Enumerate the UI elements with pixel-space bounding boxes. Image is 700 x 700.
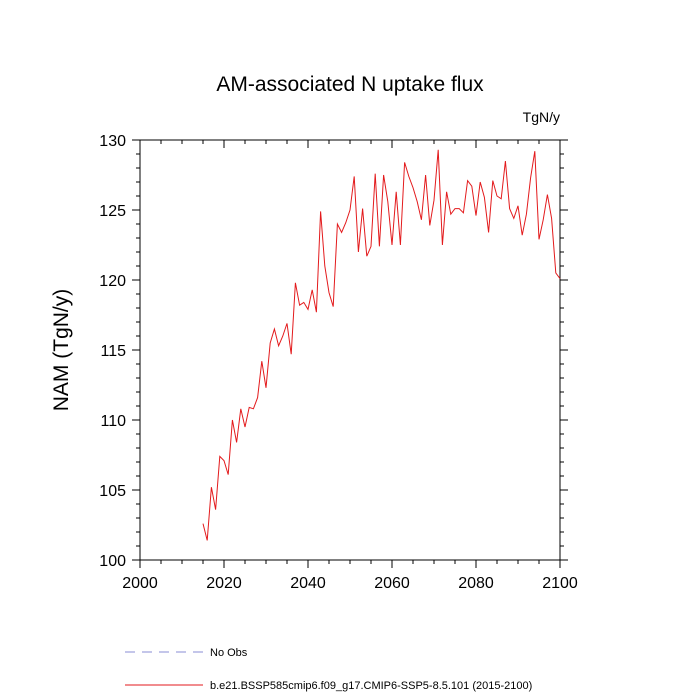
x-tick-label: 2000 — [122, 575, 158, 592]
x-tick-label: 2020 — [206, 575, 242, 592]
y-tick-labels: 100 105 110 115 120 125 130 — [99, 133, 126, 570]
legend: No Obs b.e21.BSSP585cmip6.f09_g17.CMIP6-S… — [125, 647, 532, 692]
y-tick-label: 115 — [100, 343, 126, 360]
y-tick-label: 120 — [99, 273, 126, 290]
y-tick-label: 125 — [99, 203, 126, 220]
x-tick-label: 2080 — [458, 575, 494, 592]
series-group — [202, 149, 561, 541]
x-tick-label: 2060 — [374, 575, 410, 592]
y-axis-label: NAM (TgN/y) — [50, 289, 73, 412]
y-tick-label: 100 — [99, 553, 126, 570]
axis-ticks — [132, 139, 568, 568]
x-tick-labels: 2000 2020 2040 2060 2080 2100 — [122, 575, 578, 592]
x-tick-label: 2040 — [290, 575, 326, 592]
x-tick-label: 2100 — [542, 575, 578, 592]
units-label: TgN/y — [523, 109, 560, 125]
plot-frame — [139, 139, 561, 561]
legend-label: No Obs — [210, 647, 248, 659]
legend-label: b.e21.BSSP585cmip6.f09_g17.CMIP6-SSP5-8.… — [210, 680, 532, 692]
y-tick-label: 105 — [99, 483, 126, 500]
y-tick-label: 130 — [99, 133, 126, 150]
series-line — [202, 149, 561, 541]
y-tick-label: 110 — [100, 413, 126, 430]
chart-title: AM-associated N uptake flux — [216, 73, 484, 96]
